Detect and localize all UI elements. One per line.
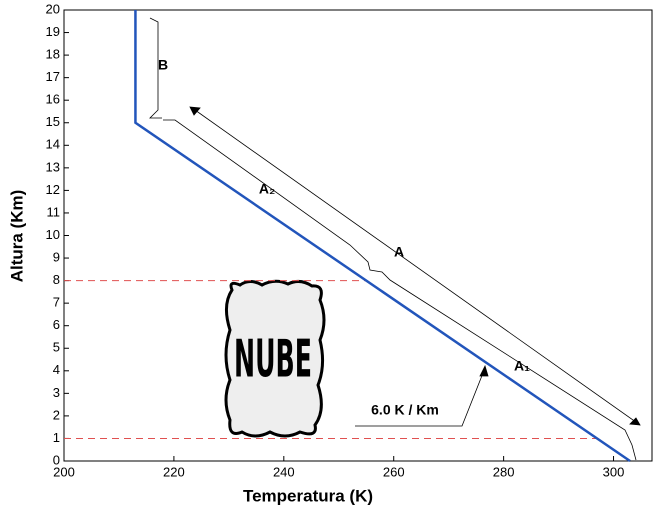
y-tick-label: 0 — [53, 452, 60, 467]
y-tick-label: 10 — [46, 227, 60, 242]
bracket-a — [163, 119, 637, 461]
y-tick-label: 15 — [46, 114, 60, 129]
x-tick-label: 240 — [273, 464, 295, 479]
label-a2: A₂ — [259, 181, 275, 197]
y-tick-label: 5 — [53, 340, 60, 355]
y-tick-label: 17 — [46, 69, 60, 84]
arrow-a — [194, 109, 641, 426]
annotations — [149, 17, 641, 461]
y-axis-title: Altura (Km) — [7, 190, 26, 283]
y-tick-label: 8 — [53, 272, 60, 287]
y-tick-label: 2 — [53, 407, 60, 422]
x-tick-label: 300 — [603, 464, 625, 479]
plot-frame — [63, 9, 653, 462]
y-tick-label: 19 — [46, 24, 60, 39]
y-tick-label: 16 — [46, 92, 60, 107]
y-tick-label: 12 — [46, 182, 60, 197]
profile-line — [134, 10, 631, 463]
cloud — [224, 279, 326, 438]
y-tick-label: 4 — [53, 362, 60, 377]
y-tick-label: 6 — [53, 317, 60, 332]
label-b: B — [158, 57, 168, 73]
arrowhead — [629, 417, 641, 426]
y-tick-label: 7 — [53, 295, 60, 310]
x-tick-label: 260 — [383, 464, 405, 479]
y-tick-label: 9 — [53, 249, 60, 264]
y-tick-label: 1 — [53, 430, 60, 445]
cloud-label: NUBE — [234, 328, 312, 389]
y-tick-label: 13 — [46, 159, 60, 174]
x-tick-label: 200 — [53, 464, 75, 479]
y-tick-label: 18 — [46, 47, 60, 62]
arrowhead — [479, 364, 489, 377]
x-tick-label: 220 — [163, 464, 185, 479]
arrowhead — [189, 106, 201, 116]
y-tick-label: 11 — [47, 204, 61, 219]
label-a1: A₁ — [514, 358, 530, 374]
y-tick-label: 14 — [46, 137, 60, 152]
label-a: A — [394, 244, 404, 260]
label-lapse: 6.0 K / Km — [371, 402, 439, 418]
x-axis-title: Temperatura (K) — [243, 486, 373, 505]
y-tick-label: 20 — [46, 1, 60, 16]
x-tick-label: 280 — [493, 464, 515, 479]
y-tick-label: 3 — [53, 385, 60, 400]
arrow-lapse — [355, 367, 486, 427]
bracket-b — [149, 17, 162, 119]
